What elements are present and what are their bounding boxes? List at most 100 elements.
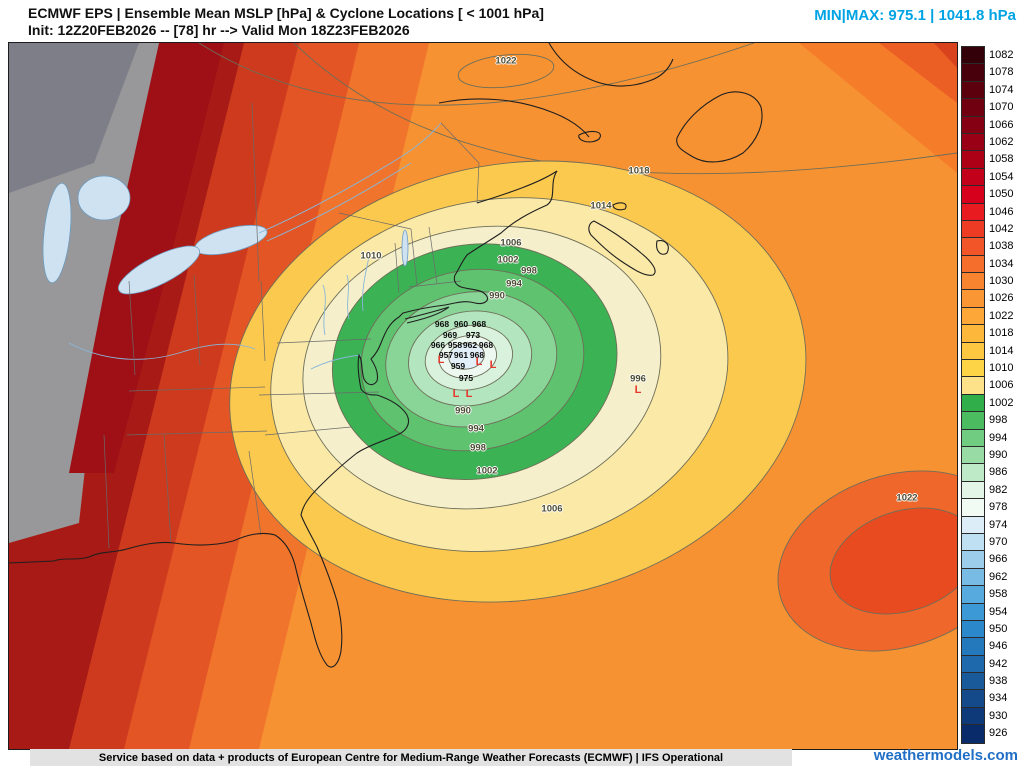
colorbar: 1082 1078 1074 1070 1066 1062 1058 1054 1050 1046… <box>961 45 1022 744</box>
colorbar-swatch <box>961 132 985 153</box>
colorbar-swatch <box>961 150 985 170</box>
colorbar-entry: 1030 <box>961 272 1022 292</box>
attribution-text: Service based on data + products of Euro… <box>98 751 724 764</box>
colorbar-swatch <box>961 289 985 309</box>
colorbar-value: 978 <box>989 501 1008 514</box>
colorbar-entry: 950 <box>961 619 1022 640</box>
colorbar-value: 986 <box>989 466 1008 479</box>
colorbar-swatch <box>961 550 985 570</box>
colorbar-swatch <box>961 45 985 66</box>
colorbar-value: 958 <box>989 588 1008 601</box>
colorbar-swatch <box>961 98 985 118</box>
colorbar-entry: 974 <box>961 515 1022 535</box>
colorbar-value: 938 <box>989 675 1008 688</box>
colorbar-swatch <box>961 532 985 553</box>
colorbar-value: 1014 <box>989 344 1014 357</box>
colorbar-value: 934 <box>989 692 1008 705</box>
nw-pressure-bands <box>9 43 429 749</box>
colorbar-swatch <box>961 515 985 535</box>
map-init-valid: Init: 12Z20FEB2026 -- [78] hr --> Valid … <box>28 22 410 38</box>
colorbar-value: 1046 <box>989 205 1014 218</box>
colorbar-value: 1038 <box>989 240 1014 253</box>
colorbar-value: 966 <box>989 553 1008 566</box>
colorbar-swatch <box>961 219 985 240</box>
colorbar-entry: 1034 <box>961 254 1022 275</box>
colorbar-swatch <box>961 428 985 449</box>
colorbar-value: 946 <box>989 640 1008 653</box>
ne-pressure-bands <box>799 43 957 173</box>
colorbar-entry: 966 <box>961 550 1022 570</box>
colorbar-entry: 962 <box>961 567 1022 588</box>
colorbar-value: 1054 <box>989 170 1014 183</box>
colorbar-swatch <box>961 202 985 222</box>
colorbar-entry: 1022 <box>961 306 1022 327</box>
colorbar-value: 1034 <box>989 257 1014 270</box>
colorbar-swatch <box>961 376 985 396</box>
pressure-map-svg <box>9 43 957 749</box>
colorbar-value: 962 <box>989 570 1008 583</box>
colorbar-entry: 982 <box>961 480 1022 501</box>
colorbar-value: 1050 <box>989 188 1014 201</box>
colorbar-entry: 1042 <box>961 219 1022 240</box>
colorbar-swatch <box>961 359 985 379</box>
coastlines <box>9 43 763 668</box>
colorbar-entry: 994 <box>961 428 1022 449</box>
map-title: ECMWF EPS | Ensemble Mean MSLP [hPa] & C… <box>28 5 544 21</box>
colorbar-value: 970 <box>989 535 1008 548</box>
colorbar-swatch <box>961 706 985 727</box>
colorbar-entry: 1054 <box>961 167 1022 188</box>
colorbar-entry: 954 <box>961 602 1022 622</box>
colorbar-entry: 1050 <box>961 185 1022 205</box>
colorbar-swatch <box>961 185 985 205</box>
attribution-bar: Service based on data + products of Euro… <box>30 749 792 766</box>
colorbar-swatch <box>961 463 985 483</box>
colorbar-entry: 926 <box>961 724 1022 744</box>
colorbar-swatch <box>961 80 985 101</box>
rivers <box>68 122 442 370</box>
colorbar-entry: 998 <box>961 411 1022 431</box>
colorbar-swatch <box>961 254 985 275</box>
colorbar-swatch <box>961 654 985 675</box>
colorbar-value: 1058 <box>989 153 1014 166</box>
colorbar-value: 1002 <box>989 396 1014 409</box>
colorbar-swatch <box>961 567 985 588</box>
colorbar-value: 926 <box>989 727 1008 740</box>
brand-link[interactable]: weathermodels.com <box>873 747 1018 764</box>
colorbar-entry: 1006 <box>961 376 1022 396</box>
colorbar-swatch <box>961 619 985 640</box>
colorbar-swatch <box>961 272 985 292</box>
colorbar-swatch <box>961 237 985 257</box>
colorbar-value: 1078 <box>989 66 1014 79</box>
colorbar-swatch <box>961 498 985 518</box>
colorbar-value: 1026 <box>989 292 1014 305</box>
colorbar-swatch <box>961 585 985 605</box>
colorbar-value: 954 <box>989 605 1008 618</box>
colorbar-swatch <box>961 63 985 83</box>
colorbar-swatch <box>961 724 985 744</box>
colorbar-value: 974 <box>989 518 1008 531</box>
colorbar-entry: 1046 <box>961 202 1022 222</box>
colorbar-entry: 1082 <box>961 45 1022 66</box>
colorbar-value: 1066 <box>989 118 1014 131</box>
colorbar-value: 1074 <box>989 83 1014 96</box>
colorbar-entry: 930 <box>961 706 1022 727</box>
colorbar-swatch <box>961 306 985 327</box>
colorbar-entry: 1014 <box>961 341 1022 362</box>
pressure-map: 1022 1018 1014 1010 1006 1002 998 994 990 990 994 9… <box>8 42 958 750</box>
colorbar-entry: 938 <box>961 672 1022 692</box>
colorbar-entry: 1066 <box>961 115 1022 135</box>
colorbar-value: 950 <box>989 622 1008 635</box>
colorbar-swatch <box>961 411 985 431</box>
great-lakes <box>42 175 409 295</box>
colorbar-entry: 958 <box>961 585 1022 605</box>
colorbar-value: 982 <box>989 483 1008 496</box>
colorbar-entry: 1070 <box>961 98 1022 118</box>
colorbar-entry: 1058 <box>961 150 1022 170</box>
colorbar-entry: 1078 <box>961 63 1022 83</box>
colorbar-value: 1062 <box>989 135 1014 148</box>
colorbar-entry: 990 <box>961 445 1022 466</box>
colorbar-entry: 1018 <box>961 324 1022 344</box>
colorbar-swatch <box>961 324 985 344</box>
colorbar-swatch <box>961 445 985 466</box>
